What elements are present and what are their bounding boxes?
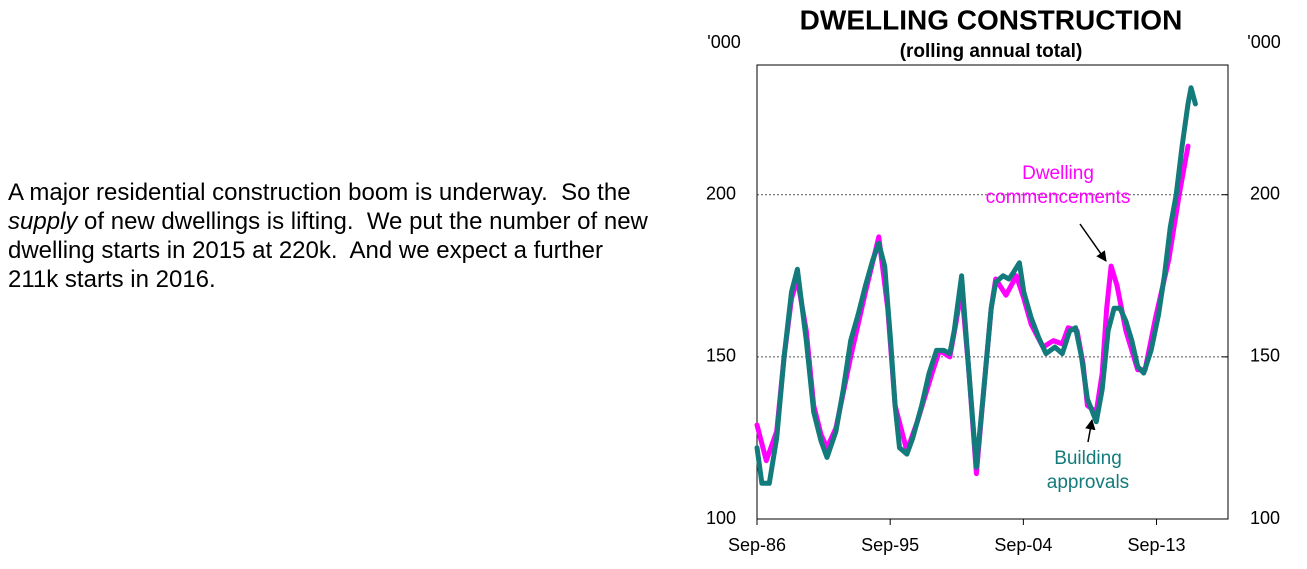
chart-subtitle: (rolling annual total) [900,41,1083,62]
y2-tick-label: 150 [1250,346,1280,366]
text-italic: supply [8,208,78,235]
annotation: Building [1054,448,1122,469]
annotation: approvals [1047,472,1129,493]
y-unit: '000 [707,32,740,52]
text: of new dwellings is lifting. We put the … [8,208,655,293]
y2-unit: '000 [1247,32,1280,52]
y2-tick-label: 100 [1250,508,1280,528]
annotation: commencements [986,187,1131,208]
arrow [1079,223,1107,262]
arrow [1085,418,1096,443]
chart-title: DWELLING CONSTRUCTION [800,4,1183,35]
x-tick-label: Sep-04 [994,535,1052,555]
y-tick-label: 200 [706,183,736,203]
x-tick-label: Sep-13 [1128,535,1186,555]
y-tick-label: 100 [706,508,736,528]
x-tick-label: Sep-95 [861,535,919,555]
series-line [754,85,1198,486]
annotation: Dwelling [1022,163,1094,184]
x-tick-label: Sep-86 [728,535,786,555]
y2-tick-label: 200 [1250,183,1280,203]
y-tick-label: 150 [706,346,736,366]
body-text: A major residential construction boom is… [8,178,658,294]
text: A major residential construction boom is… [8,179,638,206]
plot-frame [756,64,1229,520]
